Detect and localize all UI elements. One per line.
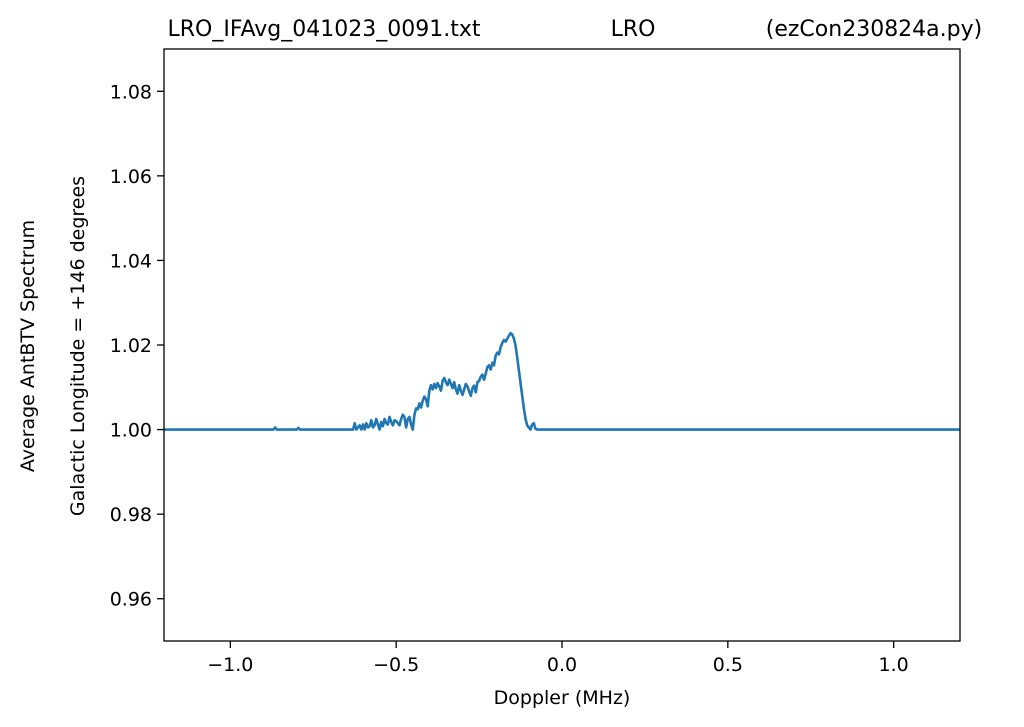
y-tick-label: 0.98 [110, 504, 152, 526]
chart-title: LRO_IFAvg_041023_0091.txt LRO (ezCon2308… [168, 17, 983, 42]
y-axis-label-line-1: Average AntBTV Spectrum [17, 220, 39, 472]
x-axis-label: Doppler (MHz) [494, 687, 631, 709]
title-program: (ezCon230824a.py) [766, 17, 982, 42]
title-filename: LRO_IFAvg_041023_0091.txt [168, 17, 481, 42]
y-tick-label: 1.00 [110, 420, 152, 442]
y-tick-label: 1.06 [110, 166, 152, 188]
x-axis-ticks: −1.0 −0.5 0.0 0.5 1.0 [207, 641, 909, 676]
y-tick-label: 0.96 [110, 589, 152, 611]
y-axis-label-line-2: Galactic Longitude = +146 degrees [67, 176, 89, 516]
x-tick-label: 0.0 [547, 654, 577, 676]
y-axis-ticks: 0.96 0.98 1.00 1.02 1.04 1.06 1.08 [110, 81, 164, 611]
y-tick-label: 1.04 [110, 250, 152, 272]
x-tick-label: −1.0 [207, 654, 253, 676]
x-tick-label: −0.5 [373, 654, 419, 676]
x-tick-label: 1.0 [879, 654, 909, 676]
y-tick-label: 1.08 [110, 81, 152, 103]
y-tick-label: 1.02 [110, 335, 152, 357]
plot-area [164, 331, 960, 431]
axes-frame [163, 48, 961, 642]
x-tick-label: 0.5 [713, 654, 743, 676]
title-station: LRO [611, 17, 656, 42]
series-line-1 [164, 331, 960, 431]
